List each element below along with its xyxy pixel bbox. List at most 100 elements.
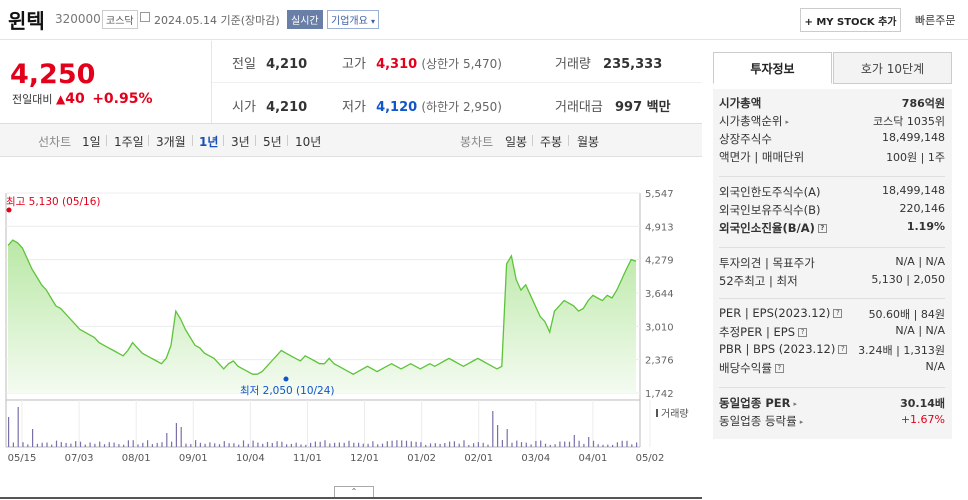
collapse-chart-button[interactable]: ⌃: [334, 486, 374, 498]
volume-bar: [468, 445, 470, 447]
volume-bar: [123, 444, 125, 447]
volume-bar: [137, 444, 139, 447]
volume-bar: [305, 444, 307, 447]
info-row: 투자의견 | 목표주가 N/A | N/A: [719, 255, 945, 271]
tab-candle-weekly[interactable]: 주봉: [540, 135, 563, 149]
volume-bar: [55, 440, 58, 447]
info-value: N/A | N/A: [895, 255, 945, 268]
prev-close-value: 4,210: [266, 57, 308, 72]
x-tick-label: 05/15: [8, 453, 37, 464]
volume-bar: [458, 443, 460, 447]
help-icon[interactable]: ?: [833, 309, 843, 318]
volume-bar: [190, 444, 192, 447]
x-tick-label: 05/02: [636, 453, 665, 464]
high-label: 고가: [342, 57, 366, 72]
volume-bar: [228, 443, 230, 447]
x-tick-label: 10/04: [236, 453, 265, 464]
divider: [719, 176, 945, 177]
volume-bar: [482, 442, 484, 447]
help-icon[interactable]: ?: [817, 224, 827, 233]
divider: [287, 135, 288, 146]
info-value: 220,146: [899, 202, 946, 215]
tab-candle-daily[interactable]: 일봉: [505, 135, 528, 149]
volume-bar: [511, 442, 513, 447]
volume-bar: [473, 443, 475, 447]
volume-bar: [520, 442, 523, 447]
add-mystock-button[interactable]: + MY STOCK 추가: [800, 8, 901, 32]
price-line: [7, 239, 637, 375]
volume-bar: [410, 441, 412, 447]
realtime-button[interactable]: 실시간: [287, 10, 323, 29]
low-value: 4,120: [376, 100, 418, 115]
chevron-up-icon: ⌃: [350, 487, 358, 496]
price-chart[interactable]: 5,547 4,913 4,279 3,644 3,010 2,376 1,742 05/15…: [0, 160, 702, 465]
volume-bar: [559, 441, 561, 447]
y-tick-label: 1,742: [645, 389, 674, 400]
company-overview-button[interactable]: 기업개요 ▾: [327, 10, 380, 29]
tab-period-3y[interactable]: 3년: [231, 135, 250, 149]
volume-bar: [463, 440, 465, 447]
divider: [148, 135, 149, 146]
volume-bar: [247, 443, 249, 447]
volume-bar: [151, 444, 153, 447]
up-arrow-icon: ▲: [55, 92, 66, 106]
stock-header: 윈텍 320000 코스닥 2024.05.14 기준(장마감) 실시간 기업개…: [0, 0, 968, 40]
volume-bar: [592, 440, 595, 447]
tab-period-1d[interactable]: 1일: [82, 135, 101, 149]
divider: [223, 135, 224, 146]
info-value: N/A: [925, 360, 945, 373]
tab-period-1y[interactable]: 1년: [199, 135, 219, 149]
info-row: 외국인소진율(B/A)? 1.19%: [719, 220, 945, 236]
info-label: 외국인소진율(B/A): [719, 221, 815, 235]
line-chart-label: 선차트: [38, 135, 72, 149]
volume-bar: [401, 440, 403, 447]
volume-bar: [22, 442, 24, 447]
caret-right-icon[interactable]: ▸: [799, 417, 804, 426]
volume-bar: [262, 443, 264, 447]
volume-bar: [362, 443, 364, 447]
help-icon[interactable]: ?: [798, 328, 808, 337]
help-icon[interactable]: ?: [838, 345, 848, 354]
help-icon[interactable]: ?: [774, 364, 784, 373]
lower-limit: (하한가 2,950): [421, 100, 502, 114]
tab-period-5y[interactable]: 5년: [263, 135, 282, 149]
volume-bar: [180, 427, 182, 447]
tab-order-book[interactable]: 호가 10단계: [833, 52, 952, 84]
tab-period-1w[interactable]: 1주일: [114, 135, 144, 149]
info-row: 동일업종 PER ▸ 30.14배: [719, 395, 945, 411]
y-tick-label: 5,547: [645, 189, 674, 200]
caret-right-icon[interactable]: ▸: [793, 399, 797, 408]
day-high: 고가 4,310 (상한가 5,470): [342, 53, 502, 72]
info-value: 1.19%: [906, 220, 945, 233]
divider: [212, 82, 702, 83]
volume-bar: [46, 442, 48, 447]
volume-bar: [429, 443, 432, 447]
quick-order-link[interactable]: 빠른주문: [915, 14, 956, 27]
tab-period-3m[interactable]: 3개월: [156, 135, 186, 149]
volume-bar: [156, 442, 158, 447]
volume: 거래량 235,333: [555, 53, 662, 72]
price-change: 전일대비 ▲40 +0.95%: [12, 91, 153, 107]
volume-bar: [17, 407, 19, 447]
volume-bar: [597, 444, 599, 447]
volume-bar: [166, 433, 168, 447]
caret-right-icon[interactable]: ▸: [785, 117, 789, 126]
info-label: 배당수익률: [719, 361, 772, 375]
volume-bar: [391, 440, 393, 447]
tab-investment-info[interactable]: 투자정보: [713, 52, 832, 84]
volume-bar: [99, 441, 101, 447]
tab-period-10y[interactable]: 10년: [295, 135, 322, 149]
volume-bar: [142, 442, 144, 447]
volume-bar: [516, 440, 518, 447]
info-label: 액면가 | 매매단위: [719, 150, 805, 164]
volume-bar: [444, 443, 446, 447]
tab-candle-monthly[interactable]: 월봉: [577, 135, 600, 149]
x-tick-label: 11/01: [293, 453, 322, 464]
volume-bar: [396, 440, 398, 447]
info-row: 52주최고 | 최저 5,130 | 2,050: [719, 273, 945, 289]
volume-bar: [295, 442, 297, 447]
volume-bar: [324, 440, 326, 447]
volume-bar: [453, 441, 455, 447]
y-tick-label: 2,376: [645, 356, 674, 367]
info-row: 시가총액순위 ▸ 코스닥 1035위: [719, 113, 945, 129]
